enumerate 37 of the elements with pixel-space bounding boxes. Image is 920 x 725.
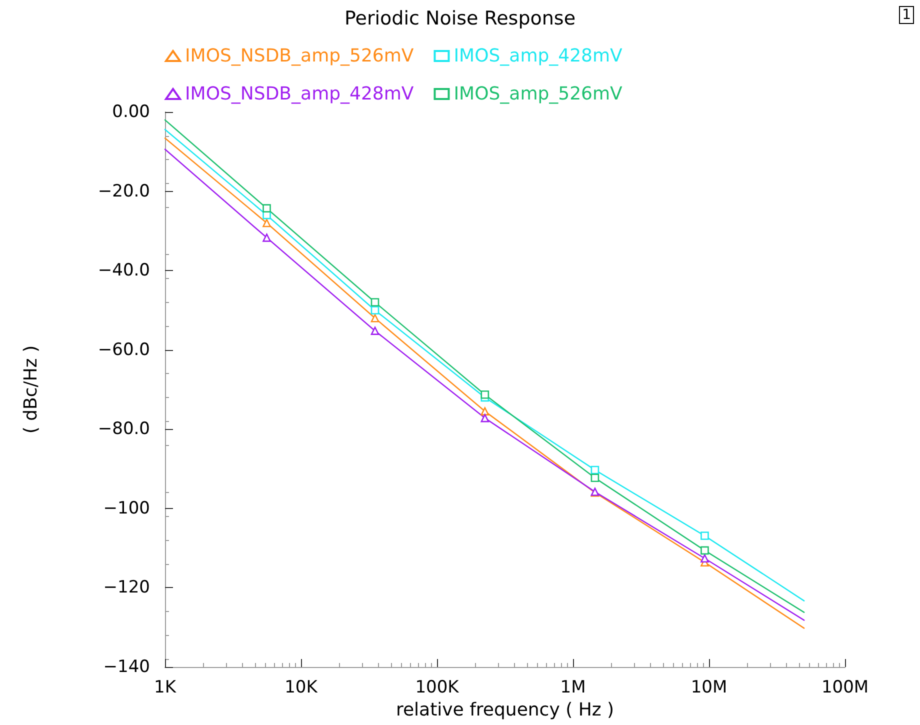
y-tick-label: −80.0 <box>98 419 150 440</box>
point <box>590 466 600 474</box>
y-axis-title: ( dBc/Hz ) <box>20 345 42 434</box>
x-tick-label: 100M <box>821 678 869 698</box>
y-tick-label: −20.0 <box>98 181 150 202</box>
x-tick-label: 10M <box>690 678 728 698</box>
x-tick-label: 1M <box>560 678 586 698</box>
text: IMOS_NSDB_amp_428mV <box>185 84 414 104</box>
y-tick-label: −140 <box>103 657 150 677</box>
point <box>480 414 490 422</box>
point <box>700 554 709 563</box>
point <box>700 532 709 540</box>
x-tick-label: 10K <box>284 678 318 698</box>
legend-label: IMOS_amp_526mV <box>454 84 624 104</box>
point <box>262 234 271 242</box>
point <box>262 218 271 228</box>
y-tick-label: −120 <box>103 578 150 598</box>
text: 1 <box>899 6 914 24</box>
legend-label: IMOS_NSDB_amp_526mV <box>185 46 414 66</box>
point <box>590 474 600 482</box>
point <box>370 306 380 314</box>
point <box>480 390 490 399</box>
point <box>370 326 380 335</box>
y-tick-label: −60.0 <box>98 340 150 360</box>
point <box>700 546 709 555</box>
y-tick-label: −100 <box>103 498 150 518</box>
point <box>370 298 380 306</box>
x-tick-label: 100K <box>415 678 460 698</box>
x-axis-title: relative frequency ( Hz ) <box>396 699 614 720</box>
legend-label: IMOS_amp_428mV <box>454 46 624 66</box>
point <box>262 204 271 212</box>
y-tick-label: 0.00 <box>112 102 150 122</box>
y-tick-label: −40.0 <box>98 260 150 281</box>
chart-title: Periodic Noise Response <box>344 8 576 30</box>
point <box>480 407 490 416</box>
point <box>370 314 380 322</box>
x-tick-label: 1K <box>154 678 177 698</box>
